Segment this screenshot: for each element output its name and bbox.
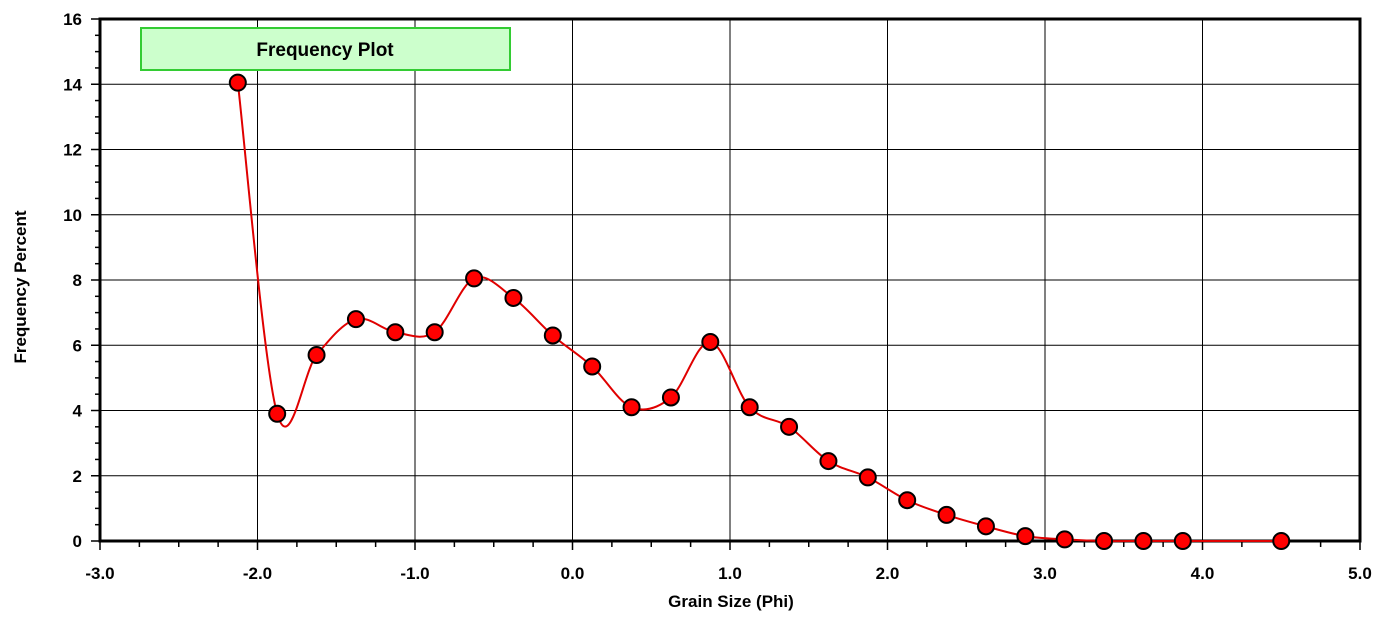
data-point bbox=[543, 326, 562, 345]
x-tick-label: -1.0 bbox=[400, 564, 429, 583]
x-tick-label: -3.0 bbox=[85, 564, 114, 583]
data-point bbox=[701, 332, 720, 351]
marker-layer bbox=[228, 73, 1291, 550]
y-tick-label: 16 bbox=[63, 10, 82, 29]
x-tick-label: 1.0 bbox=[718, 564, 742, 583]
y-tick-label: 10 bbox=[63, 206, 82, 225]
series-line bbox=[236, 82, 1282, 543]
data-point bbox=[425, 323, 444, 342]
data-point bbox=[819, 452, 838, 471]
data-point bbox=[622, 398, 641, 417]
axis-layer bbox=[91, 17, 1362, 550]
data-point bbox=[346, 310, 365, 329]
data-point bbox=[504, 288, 523, 307]
y-tick-label: 0 bbox=[73, 532, 82, 551]
data-point bbox=[307, 346, 326, 365]
data-point bbox=[465, 269, 484, 288]
data-point bbox=[1272, 532, 1291, 550]
data-point bbox=[898, 491, 917, 510]
data-point bbox=[780, 417, 799, 436]
data-point bbox=[268, 404, 287, 423]
title-box bbox=[140, 27, 511, 71]
x-tick-label: 2.0 bbox=[876, 564, 900, 583]
x-axis-title: Grain Size (Phi) bbox=[668, 592, 794, 611]
grid-layer bbox=[100, 19, 1360, 541]
y-tick-label: 6 bbox=[73, 336, 82, 355]
data-point bbox=[858, 468, 877, 487]
y-axis-title: Frequency Percent bbox=[11, 210, 30, 363]
data-point bbox=[1134, 532, 1153, 550]
data-point bbox=[937, 505, 956, 524]
x-tick-label: -2.0 bbox=[243, 564, 272, 583]
chart-title: Frequency Plot bbox=[256, 40, 394, 61]
title-layer: Frequency Plot bbox=[140, 27, 511, 71]
x-tick-label: 0.0 bbox=[561, 564, 585, 583]
data-point bbox=[1095, 532, 1114, 550]
data-point bbox=[661, 388, 680, 407]
y-tick-label: 4 bbox=[73, 402, 83, 421]
data-point bbox=[1016, 527, 1035, 546]
data-point bbox=[583, 357, 602, 376]
data-point bbox=[228, 73, 247, 92]
label-layer: -3.0 -2.0 -1.0 0.0 1.0 2.0 3.0 4.0 5.0 0 2 4 6 8 10 12 1… bbox=[63, 10, 1372, 583]
data-point bbox=[1055, 530, 1074, 549]
data-point bbox=[386, 323, 405, 342]
data-point bbox=[740, 398, 759, 417]
x-tick-label: 4.0 bbox=[1191, 564, 1215, 583]
x-tick-label: 5.0 bbox=[1348, 564, 1372, 583]
line-layer bbox=[236, 82, 1282, 543]
y-tick-label: 14 bbox=[63, 75, 82, 94]
x-tick-label: 3.0 bbox=[1033, 564, 1057, 583]
data-point bbox=[976, 517, 995, 536]
y-tick-label: 2 bbox=[73, 467, 82, 486]
y-tick-label: 8 bbox=[73, 271, 82, 290]
y-tick-label: 12 bbox=[63, 141, 82, 160]
data-point bbox=[1173, 532, 1192, 550]
